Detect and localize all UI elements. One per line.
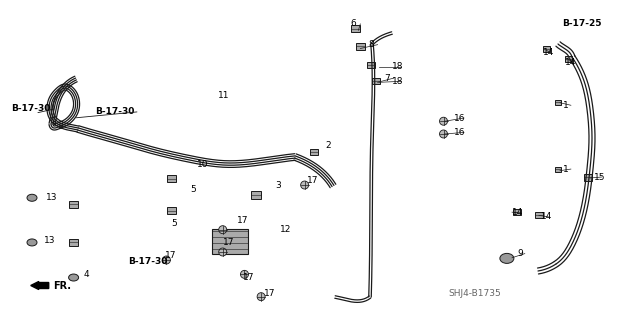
Text: 6: 6 [351, 19, 356, 28]
Circle shape [163, 256, 170, 264]
Text: FR.: FR. [52, 280, 70, 291]
Text: 9: 9 [517, 249, 523, 258]
Text: SHJ4-B1735: SHJ4-B1735 [448, 289, 500, 298]
Text: B-17-30: B-17-30 [95, 107, 134, 116]
Circle shape [440, 130, 447, 138]
Bar [535, 212, 543, 218]
Text: B-17-25: B-17-25 [562, 19, 602, 28]
Text: 5: 5 [172, 219, 177, 228]
Circle shape [219, 226, 227, 234]
Text: 16: 16 [454, 114, 466, 122]
Text: 18: 18 [392, 63, 403, 71]
Ellipse shape [27, 194, 37, 201]
Bar [167, 207, 176, 214]
Bar [351, 25, 360, 32]
Text: 7: 7 [384, 74, 390, 83]
Text: 15: 15 [594, 173, 605, 182]
Text: 16: 16 [454, 128, 466, 137]
Text: 12: 12 [280, 225, 292, 234]
Circle shape [241, 270, 248, 278]
FancyArrow shape [31, 281, 49, 290]
Text: 11: 11 [218, 91, 229, 100]
Ellipse shape [68, 274, 79, 281]
Bar [555, 100, 561, 105]
Bar [167, 175, 176, 182]
Circle shape [440, 117, 447, 125]
Circle shape [257, 293, 265, 301]
Text: 17: 17 [165, 251, 177, 260]
Text: 14: 14 [543, 48, 554, 57]
Bar [372, 78, 380, 84]
Text: 1: 1 [563, 165, 569, 174]
Bar [555, 167, 561, 172]
Text: 4: 4 [83, 270, 89, 279]
Bar [251, 190, 261, 199]
Text: 17: 17 [237, 216, 248, 225]
Bar [356, 43, 365, 50]
Text: 13: 13 [44, 236, 55, 245]
Circle shape [219, 248, 227, 256]
Text: 17: 17 [243, 273, 255, 282]
Text: 10: 10 [197, 160, 209, 169]
Bar [310, 149, 317, 154]
Text: 1: 1 [563, 101, 569, 110]
Text: 14: 14 [541, 212, 552, 221]
Ellipse shape [500, 253, 514, 263]
Text: 14: 14 [564, 58, 576, 67]
Text: B-17-30: B-17-30 [12, 104, 51, 113]
Text: 5: 5 [191, 185, 196, 194]
Bar [69, 239, 78, 246]
Bar [367, 63, 375, 68]
Text: 17: 17 [264, 289, 275, 298]
Bar [584, 174, 591, 181]
Ellipse shape [27, 239, 37, 246]
Text: 14: 14 [512, 208, 524, 217]
Text: 13: 13 [46, 193, 58, 202]
Text: 17: 17 [223, 238, 234, 247]
Text: 18: 18 [392, 77, 403, 86]
Bar [565, 56, 572, 62]
Circle shape [301, 181, 308, 189]
Bar [513, 209, 521, 215]
Text: 8: 8 [368, 40, 374, 49]
Bar [212, 229, 248, 254]
Text: B-17-30: B-17-30 [128, 257, 168, 266]
Text: 2: 2 [325, 141, 331, 150]
Text: 17: 17 [307, 176, 319, 185]
Bar [69, 201, 78, 208]
Bar [543, 47, 550, 52]
Text: 3: 3 [275, 181, 281, 189]
